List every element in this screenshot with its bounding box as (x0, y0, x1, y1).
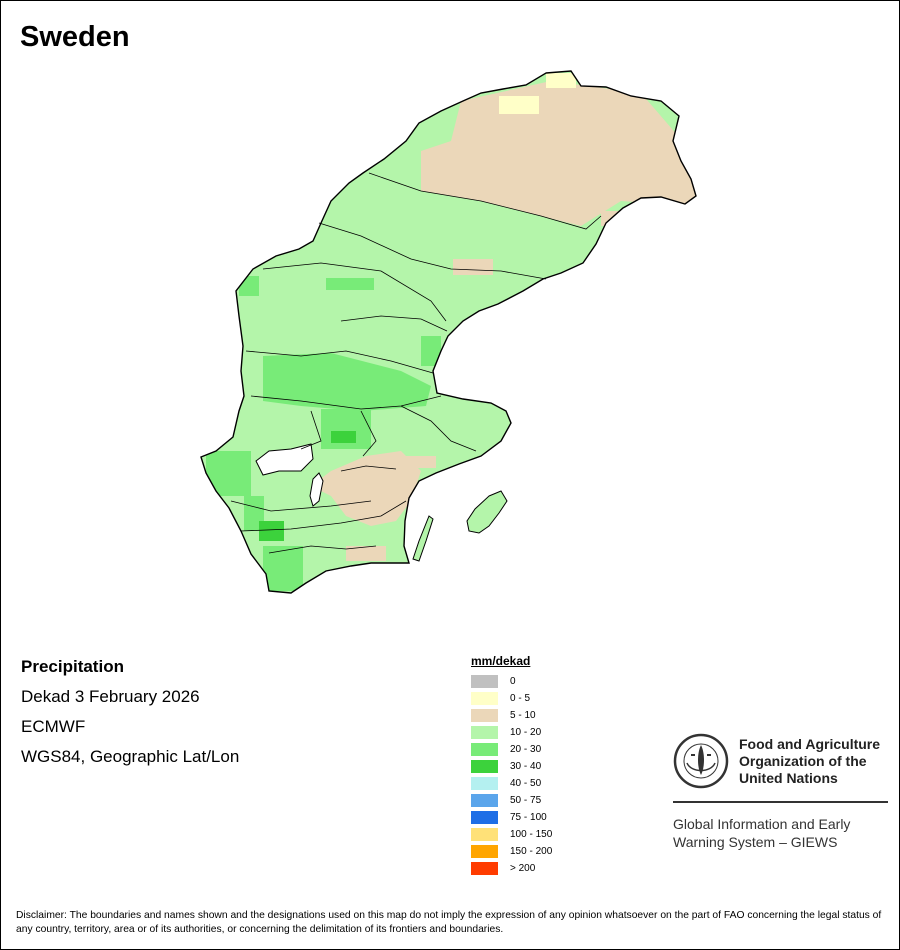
legend-item: 5 - 10 (471, 707, 552, 724)
legend-label: 10 - 20 (510, 727, 542, 738)
legend-item: 0 - 5 (471, 690, 552, 707)
legend-item: 50 - 75 (471, 792, 552, 809)
lake-vanern (255, 443, 314, 476)
legend-label: 5 - 10 (510, 710, 536, 721)
fao-name: Food and Agriculture Organization of the… (739, 736, 881, 786)
model-label: ECMWF (21, 717, 86, 736)
legend-label: 150 - 200 (510, 846, 553, 857)
legend-swatch (471, 760, 498, 773)
legend-label: 40 - 50 (510, 778, 542, 789)
legend-label: 50 - 75 (510, 795, 542, 806)
legend-item: 0 (471, 673, 552, 690)
map-title: Sweden (20, 21, 130, 53)
legend-swatch (471, 811, 498, 824)
county-boundaries (230, 172, 602, 554)
legend-swatch (471, 777, 498, 790)
legend-item: 30 - 40 (471, 758, 552, 775)
legend-label: 75 - 100 (510, 812, 547, 823)
legend-swatch (471, 692, 498, 705)
legend-item: 20 - 30 (471, 741, 552, 758)
precipitation-grid (201, 71, 696, 593)
legend: mm/dekad 0 0 - 5 5 - 10 10 - 20 20 - 30 30 - … (471, 654, 552, 877)
legend-swatch (471, 743, 498, 756)
legend-item: 40 - 50 (471, 775, 552, 792)
period-label: Dekad 3 February 2026 (21, 687, 200, 706)
gotland-island (466, 490, 508, 534)
legend-items: 0 0 - 5 5 - 10 10 - 20 20 - 30 30 - 40 40 - 50… (471, 673, 552, 877)
legend-item: > 200 (471, 860, 552, 877)
legend-swatch (471, 675, 498, 688)
legend-item: 150 - 200 (471, 843, 552, 860)
fao-emblem-icon (673, 733, 729, 789)
legend-swatch (471, 845, 498, 858)
disclaimer: Disclaimer: The boundaries and names sho… (16, 910, 882, 935)
legend-item: 10 - 20 (471, 724, 552, 741)
oland-island (412, 515, 434, 562)
legend-label: > 200 (510, 863, 536, 874)
legend-label: 20 - 30 (510, 744, 542, 755)
legend-swatch (471, 709, 498, 722)
precipitation-map (200, 70, 697, 594)
legend-item: 100 - 150 (471, 826, 552, 843)
legend-swatch (471, 862, 498, 875)
legend-swatch (471, 726, 498, 739)
lake-vattern (309, 472, 324, 507)
giews-name: Global Information and Early Warning Sys… (673, 816, 851, 850)
legend-label: 30 - 40 (510, 761, 542, 772)
legend-label: 0 (510, 676, 516, 687)
variable-label: Precipitation (21, 657, 124, 676)
legend-swatch (471, 794, 498, 807)
map-info: Precipitation Dekad 3 February 2026 ECMW… (21, 657, 239, 777)
legend-label: 100 - 150 (510, 829, 553, 840)
legend-swatch (471, 828, 498, 841)
legend-item: 75 - 100 (471, 809, 552, 826)
projection-label: WGS84, Geographic Lat/Lon (21, 747, 240, 766)
fao-logo-block: Food and Agriculture Organization of the… (673, 733, 888, 850)
legend-title: mm/dekad (471, 654, 531, 668)
fao-divider (673, 801, 888, 803)
legend-label: 0 - 5 (510, 693, 531, 704)
